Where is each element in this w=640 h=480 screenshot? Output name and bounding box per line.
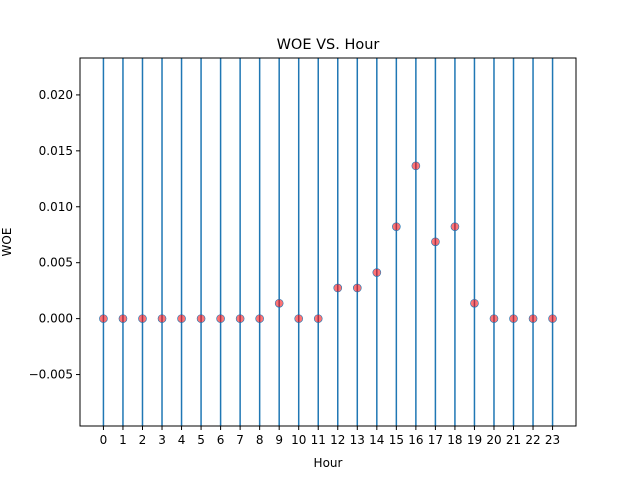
x-tick-label-23: 23 xyxy=(545,433,560,447)
data-point-19 xyxy=(470,298,479,308)
data-point-3 xyxy=(157,314,167,323)
x-axis-label: Hour xyxy=(314,456,343,470)
y-tick-label-4: 0.000 xyxy=(39,312,73,326)
data-point-18 xyxy=(450,222,460,231)
x-tick-label-22: 22 xyxy=(525,433,540,447)
y-axis-ticks: 0.020 0.015 0.010 0.005 0.000 −0.005 xyxy=(29,88,80,382)
data-point-10 xyxy=(294,314,304,323)
x-tick-label-21: 21 xyxy=(506,433,521,447)
data-point-0 xyxy=(99,314,108,323)
data-point-7 xyxy=(235,314,245,323)
y-tick-label-1: 0.015 xyxy=(39,144,73,158)
chart-title: WOE VS. Hour xyxy=(277,37,380,53)
x-tick-label-20: 20 xyxy=(486,433,501,447)
data-points xyxy=(99,161,557,323)
data-point-17 xyxy=(431,237,440,247)
data-point-23 xyxy=(548,314,557,323)
x-tick-label-10: 10 xyxy=(291,433,306,447)
x-tick-label-5: 5 xyxy=(197,433,205,447)
y-tick-label-2: 0.010 xyxy=(39,200,73,214)
x-tick-label-6: 6 xyxy=(217,433,225,447)
y-tick-label-3: 0.005 xyxy=(39,256,73,270)
vertical-lines xyxy=(102,58,554,426)
x-tick-label-17: 17 xyxy=(428,433,443,447)
data-point-13 xyxy=(352,283,362,293)
plot-frame xyxy=(79,57,577,427)
x-tick-label-14: 14 xyxy=(369,433,384,447)
data-point-11 xyxy=(313,314,323,323)
y-tick-label-0: 0.020 xyxy=(39,88,73,102)
y-tick-label-5: −0.005 xyxy=(29,368,73,382)
data-point-5 xyxy=(196,314,206,323)
data-point-22 xyxy=(528,314,538,323)
x-tick-label-2: 2 xyxy=(139,433,147,447)
data-point-4 xyxy=(177,314,186,323)
x-tick-label-19: 19 xyxy=(467,433,482,447)
x-tick-label-7: 7 xyxy=(236,433,244,447)
data-point-14 xyxy=(372,268,382,277)
data-point-8 xyxy=(255,314,264,323)
x-axis-ticks: 0 1 2 3 4 5 6 7 8 9 10 11 12 13 14 15 16 17 18 19 20 21 22 23 xyxy=(100,426,560,447)
x-tick-label-9: 9 xyxy=(275,433,283,447)
x-tick-label-11: 11 xyxy=(311,433,326,447)
x-tick-label-12: 12 xyxy=(330,433,345,447)
x-tick-label-8: 8 xyxy=(256,433,264,447)
data-point-2 xyxy=(138,314,147,323)
y-axis-label: WOE xyxy=(0,228,14,257)
x-tick-label-0: 0 xyxy=(100,433,108,447)
x-tick-label-16: 16 xyxy=(408,433,423,447)
data-point-16 xyxy=(411,161,421,171)
x-tick-label-15: 15 xyxy=(389,433,404,447)
data-point-6 xyxy=(216,314,225,323)
data-point-21 xyxy=(509,314,518,323)
data-point-20 xyxy=(489,314,499,323)
data-point-1 xyxy=(118,314,128,323)
x-tick-label-4: 4 xyxy=(178,433,186,447)
x-tick-label-18: 18 xyxy=(447,433,462,447)
data-point-12 xyxy=(333,283,343,293)
x-tick-label-3: 3 xyxy=(158,433,166,447)
data-point-15 xyxy=(392,222,401,231)
x-tick-label-1: 1 xyxy=(119,433,127,447)
x-tick-label-13: 13 xyxy=(350,433,365,447)
data-point-9 xyxy=(274,298,284,308)
